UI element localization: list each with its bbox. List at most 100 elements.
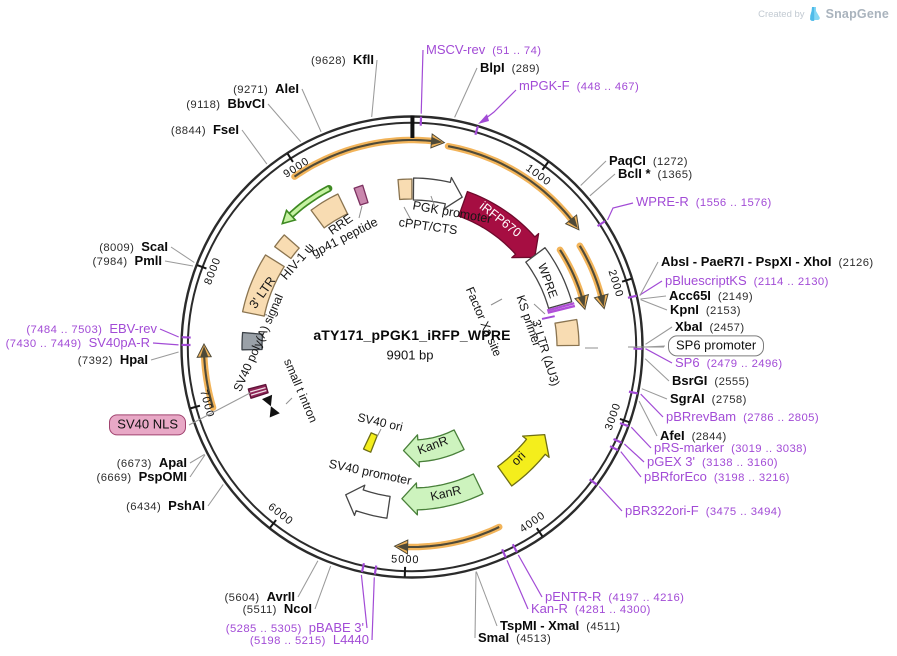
enzyme-label-pspomi[interactable]: (6669) PspOMI [97, 470, 187, 484]
leader-ncoi [314, 565, 332, 610]
enzyme-label-bcli[interactable]: BclI * (1365) [618, 167, 693, 181]
enzyme-label-smai[interactable]: SmaI (4513) [478, 631, 551, 645]
enzyme-label-tspmi-xmai[interactable]: TspMI - XmaI (4511) [500, 619, 620, 633]
leader-blpi [454, 67, 478, 118]
feature-cppt-cts[interactable] [397, 178, 413, 201]
label-name: BsrGI [672, 372, 708, 388]
primer-label-sv40pa-r[interactable]: (7430 .. 7449) SV40pA-R [6, 336, 150, 350]
label-name: ScaI [141, 238, 168, 254]
leader-prs-marker [630, 426, 652, 449]
feature-arc-top-left-core [293, 138, 432, 178]
feature-ltr3[interactable] [241, 254, 285, 317]
primer-label-ebv-rev[interactable]: (7484 .. 7503) EBV-rev [26, 322, 157, 336]
feature-ltr3-du3[interactable] [554, 318, 580, 347]
label-pos: (3198 .. 3216) [713, 471, 790, 484]
feature-arc-right-inner-core [559, 249, 583, 297]
primer-label-pbabe-3[interactable]: (5285 .. 5305) pBABE 3' [226, 621, 364, 635]
enzyme-label-sgrai[interactable]: SgrAI (2758) [670, 392, 747, 406]
primer-label-prs-marker[interactable]: pRS-marker (3019 .. 3038) [654, 441, 807, 455]
feature-arc-top-right-head-core [568, 216, 578, 229]
leader-pspomi [189, 454, 206, 478]
enzyme-label-fsei[interactable]: (8844) FseI [171, 123, 239, 137]
feature-label-sp6-promoter-label[interactable]: SP6 promoter [668, 335, 765, 357]
primer-label-pbluescriptks[interactable]: pBluescriptKS (2114 .. 2130) [665, 274, 829, 288]
tick-9000 [286, 153, 294, 163]
enzyme-label-hpai[interactable]: (7392) HpaI [78, 353, 148, 367]
primer-label-pbrforeco[interactable]: pBRforEco (3198 .. 3216) [644, 470, 790, 484]
leader-avrii [297, 560, 319, 598]
feature-ori-arrow[interactable] [497, 433, 550, 487]
enzyme-label-kfli[interactable]: (9628) KflI [311, 53, 374, 67]
label-name: TspMI - XmaI [500, 617, 580, 633]
enzyme-label-alei[interactable]: (9271) AleI [233, 82, 299, 96]
feature-irfp670[interactable] [458, 190, 540, 259]
label-pos: (6434) [126, 500, 162, 513]
leader-pbrrevbam [640, 393, 664, 418]
primer-label-pbr322ori-f[interactable]: pBR322ori-F (3475 .. 3494) [625, 504, 782, 518]
label-pos: (5604) [224, 591, 260, 604]
primer-label-kan-r[interactable]: Kan-R (4281 .. 4300) [531, 602, 651, 616]
enzyme-label-xbai[interactable]: XbaI (2457) [675, 320, 745, 334]
leader-wpre-r [606, 202, 634, 221]
enzyme-label-bsrgi[interactable]: BsrGI (2555) [672, 374, 749, 388]
feature-label-sv40-nls-label[interactable]: SV40 NLS [109, 414, 186, 436]
label-pos: (2114 .. 2130) [753, 275, 829, 288]
enzyme-label-acc65i[interactable]: Acc65I (2149) [669, 289, 753, 303]
enzyme-label-afei[interactable]: AfeI (2844) [660, 429, 727, 443]
enzyme-label-bbvci[interactable]: (9118) BbvCI [186, 97, 265, 111]
enzyme-label-paqci[interactable]: PaqCI (1272) [609, 154, 688, 168]
leader-sv40-nls-label [188, 392, 251, 426]
leader-l4440 [371, 577, 375, 641]
feature-sv40-polya[interactable] [241, 331, 264, 351]
label-pos: (1272) [652, 155, 688, 168]
primer-label-pgex-3[interactable]: pGEX 3' (3138 .. 3160) [647, 455, 778, 469]
feature-kanr-inner[interactable] [402, 429, 465, 468]
feature-label-kanr-b[interactable]: KanR [429, 483, 463, 504]
label-name: L4440 [332, 631, 369, 647]
primer-label-l4440[interactable]: (5198 .. 5215) L4440 [250, 633, 369, 647]
enzyme-label-kpni[interactable]: KpnI (2153) [670, 303, 741, 317]
label-pos: (7484 .. 7503) [26, 323, 103, 336]
feature-psi-element[interactable] [274, 234, 300, 260]
label-name: EBV-rev [109, 320, 157, 336]
label-name: mPGK-F [519, 77, 570, 93]
tick-4000 [535, 527, 544, 537]
enzyme-label-avrii[interactable]: (5604) AvrII [225, 590, 295, 604]
enzyme-label-apai[interactable]: (6673) ApaI [117, 456, 187, 470]
label-pos: (9271) [233, 83, 269, 96]
feature-rre[interactable] [310, 193, 349, 229]
label-pos: (9628) [310, 54, 347, 67]
feature-sv40-ori[interactable] [362, 432, 378, 453]
primer-label-sp6[interactable]: SP6 (2479 .. 2496) [675, 356, 783, 370]
feature-kanr-outer[interactable] [401, 473, 484, 516]
enzyme-label-pshai[interactable]: (6434) PshAI [126, 499, 205, 513]
leader-afei [638, 400, 658, 437]
primer-label-mscv-rev[interactable]: MSCV-rev (51 .. 74) [426, 43, 541, 57]
label-pos: (6673) [116, 457, 152, 470]
feature-sv40-promoter[interactable] [345, 484, 391, 519]
plasmid-size: 9901 bp [386, 347, 434, 363]
primer-label-pbrrevbam[interactable]: pBRrevBam (2786 .. 2805) [666, 410, 819, 424]
label-pos: (4281 .. 4300) [574, 603, 651, 616]
enzyme-label-scai[interactable]: (8009) ScaI [99, 240, 168, 254]
label-name: SV40 NLS [109, 414, 186, 436]
enzyme-label-ncoi[interactable]: (5511) NcoI [243, 602, 312, 616]
feature-gp41-peptide[interactable] [353, 184, 369, 206]
label-name: FseI [212, 121, 239, 137]
feature-pgk-promoter[interactable] [412, 176, 463, 210]
label-pos: (448 .. 467) [576, 80, 640, 93]
feature-wpre[interactable] [525, 247, 573, 309]
feature-arc-bottom-core [407, 526, 500, 549]
enzyme-label-blpi[interactable]: BlpI (289) [480, 61, 540, 75]
primer-label-wpre-r[interactable]: WPRE-R (1556 .. 1576) [636, 195, 772, 209]
tick-1000 [541, 161, 550, 171]
label-pos: (9118) [186, 98, 221, 111]
leader-alei [301, 88, 322, 133]
feature-small-t-intron-left[interactable] [269, 406, 280, 418]
primer-label-pentr-r[interactable]: pENTR-R (4197 .. 4216) [545, 590, 684, 604]
enzyme-label-absi-group[interactable]: AbsI - PaeR7I - PspXI - XhoI (2126) [661, 255, 874, 269]
enzyme-label-pmli[interactable]: (7984) PmlI [92, 254, 162, 268]
leader-sp6 [645, 348, 673, 364]
primer-label-mpgk-f[interactable]: mPGK-F (448 .. 467) [519, 79, 639, 93]
leader-pbluescriptks [639, 280, 663, 296]
